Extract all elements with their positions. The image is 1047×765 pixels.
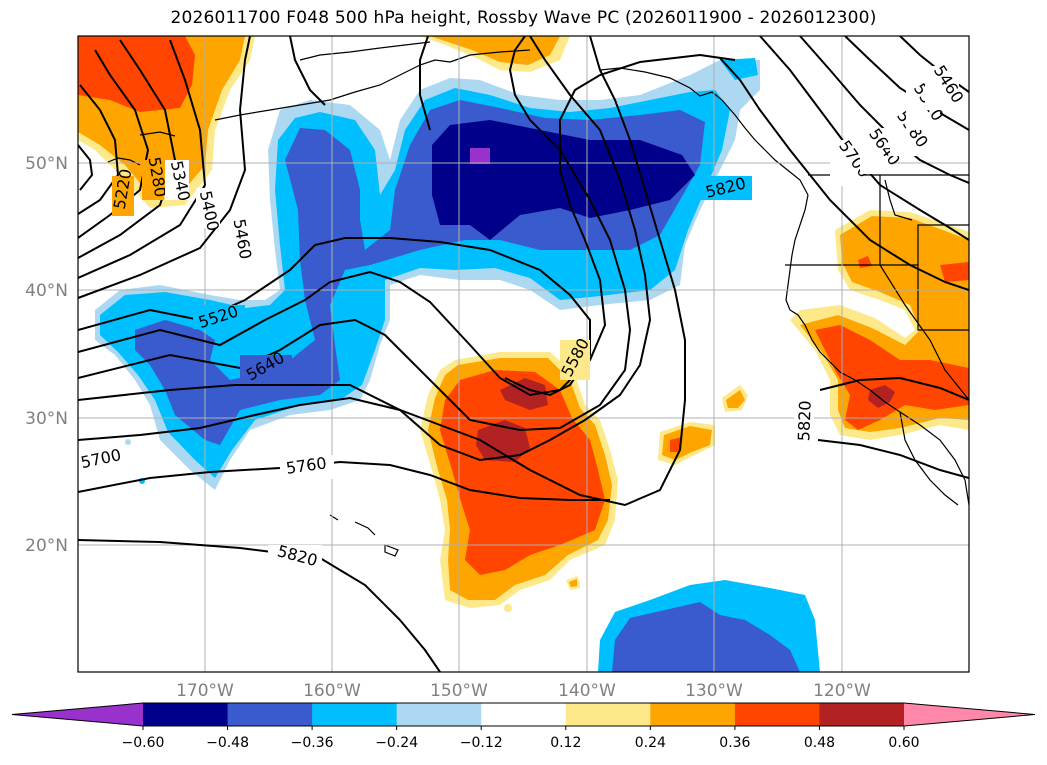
colorbar-level-label: −0.36: [291, 735, 334, 751]
map-frame: [77, 35, 970, 673]
lon-tick-label: 120°W: [813, 681, 871, 701]
lon-tick-label: 170°W: [176, 681, 234, 701]
coastlines: [107, 41, 969, 557]
colorbar-extend-min: [12, 703, 143, 726]
lon-tick-label: 130°W: [685, 681, 743, 701]
colorbar-swatch: [650, 703, 736, 726]
contour-label: 5820: [794, 400, 814, 441]
colorbar-swatch: [481, 703, 567, 726]
map-title: 2026011700 F048 500 hPa height, Rossby W…: [170, 8, 877, 28]
colorbar-level-label: −0.48: [206, 735, 249, 751]
lon-tick-label: 150°W: [430, 681, 488, 701]
lat-tick-label: 30°N: [25, 409, 68, 429]
map-area: 5220 5280 5340 5400 5460 5520 5640 5700 …: [78, 36, 969, 672]
colorbar-level-label: 0.48: [804, 735, 835, 751]
colorbar: −0.60 −0.48 −0.36 −0.24 −0.12 0.12 0.24 0.36 0.4…: [11, 702, 1036, 751]
longitude-labels: 170°W 160°W 150°W 140°W 130°W 120°W: [176, 681, 871, 701]
colorbar-swatch: [565, 703, 651, 726]
colorbar-swatch: [734, 703, 820, 726]
lon-tick-label: 140°W: [558, 681, 616, 701]
colorbar-swatch: [312, 703, 398, 726]
colorbar-extend-max: [904, 703, 1035, 726]
negative-anomaly-south: [598, 580, 820, 672]
colorbar-level-label: −0.12: [460, 735, 503, 751]
lat-tick-label: 50°N: [25, 154, 68, 174]
colorbar-swatch: [143, 703, 229, 726]
lon-tick-label: 160°W: [303, 681, 361, 701]
colorbar-level-label: 0.60: [888, 735, 919, 751]
colorbar-level-label: −0.60: [122, 735, 165, 751]
lat-tick-label: 20°N: [25, 536, 68, 556]
colorbar-level-label: 0.12: [550, 735, 581, 751]
lat-tick-label: 40°N: [25, 281, 68, 301]
height-contours: [78, 36, 969, 672]
colorbar-swatch: [396, 703, 482, 726]
colorbar-level-label: 0.36: [719, 735, 750, 751]
colorbar-swatch: [227, 703, 313, 726]
latitude-labels: 50°N 40°N 30°N 20°N: [25, 154, 68, 556]
colorbar-level-label: −0.24: [375, 735, 418, 751]
colorbar-swatch: [819, 703, 905, 726]
colorbar-level-label: 0.24: [635, 735, 666, 751]
